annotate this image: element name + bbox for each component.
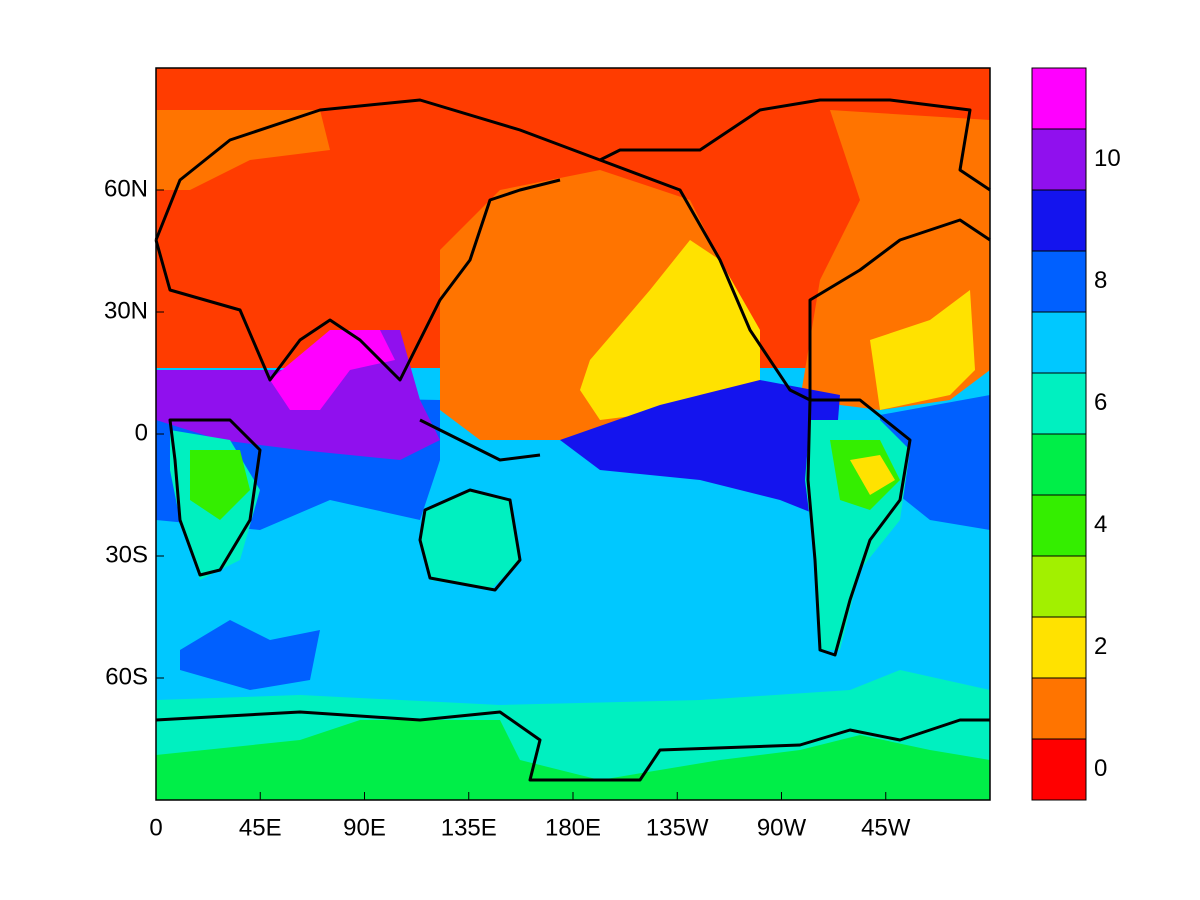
colorbar-box — [1031, 433, 1087, 496]
x-tick-label: 45W — [861, 814, 911, 841]
colorbar-label: 4 — [1094, 511, 1107, 538]
x-tick-label: 45E — [239, 814, 282, 841]
colorbar-box — [1031, 616, 1087, 679]
colorbar-box — [1031, 738, 1087, 801]
colorbar-label: 6 — [1094, 389, 1107, 416]
colorbar-box — [1031, 311, 1087, 374]
y-tick-label: 0 — [135, 419, 148, 446]
x-tick-label: 180E — [545, 814, 601, 841]
contour-field — [156, 68, 990, 800]
x-tick-label: 0 — [149, 814, 162, 841]
colorbar-box — [1031, 250, 1087, 313]
colorbar-box — [1031, 555, 1087, 618]
x-tick-label: 135W — [646, 814, 709, 841]
y-tick-label: 30S — [105, 541, 148, 568]
colorbar-label: 8 — [1094, 267, 1107, 294]
colorbar-label: 0 — [1094, 755, 1107, 782]
x-tick-label: 90E — [343, 814, 386, 841]
colorbar-label: 10 — [1094, 145, 1121, 172]
y-tick-label: 60S — [105, 663, 148, 690]
colorbar-box — [1031, 372, 1087, 435]
colorbar-box — [1031, 67, 1087, 130]
coastlines — [154, 98, 991, 782]
x-tick-label: 135E — [441, 814, 497, 841]
colorbar-box — [1031, 128, 1087, 191]
colorbar-label: 2 — [1094, 633, 1107, 660]
colorbar-box — [1031, 189, 1087, 252]
colorbar-box — [1031, 677, 1087, 740]
y-tick-label: 30N — [104, 297, 148, 324]
y-tick-label: 60N — [104, 175, 148, 202]
colorbar-box — [1031, 494, 1087, 557]
x-tick-label: 90W — [757, 814, 807, 841]
